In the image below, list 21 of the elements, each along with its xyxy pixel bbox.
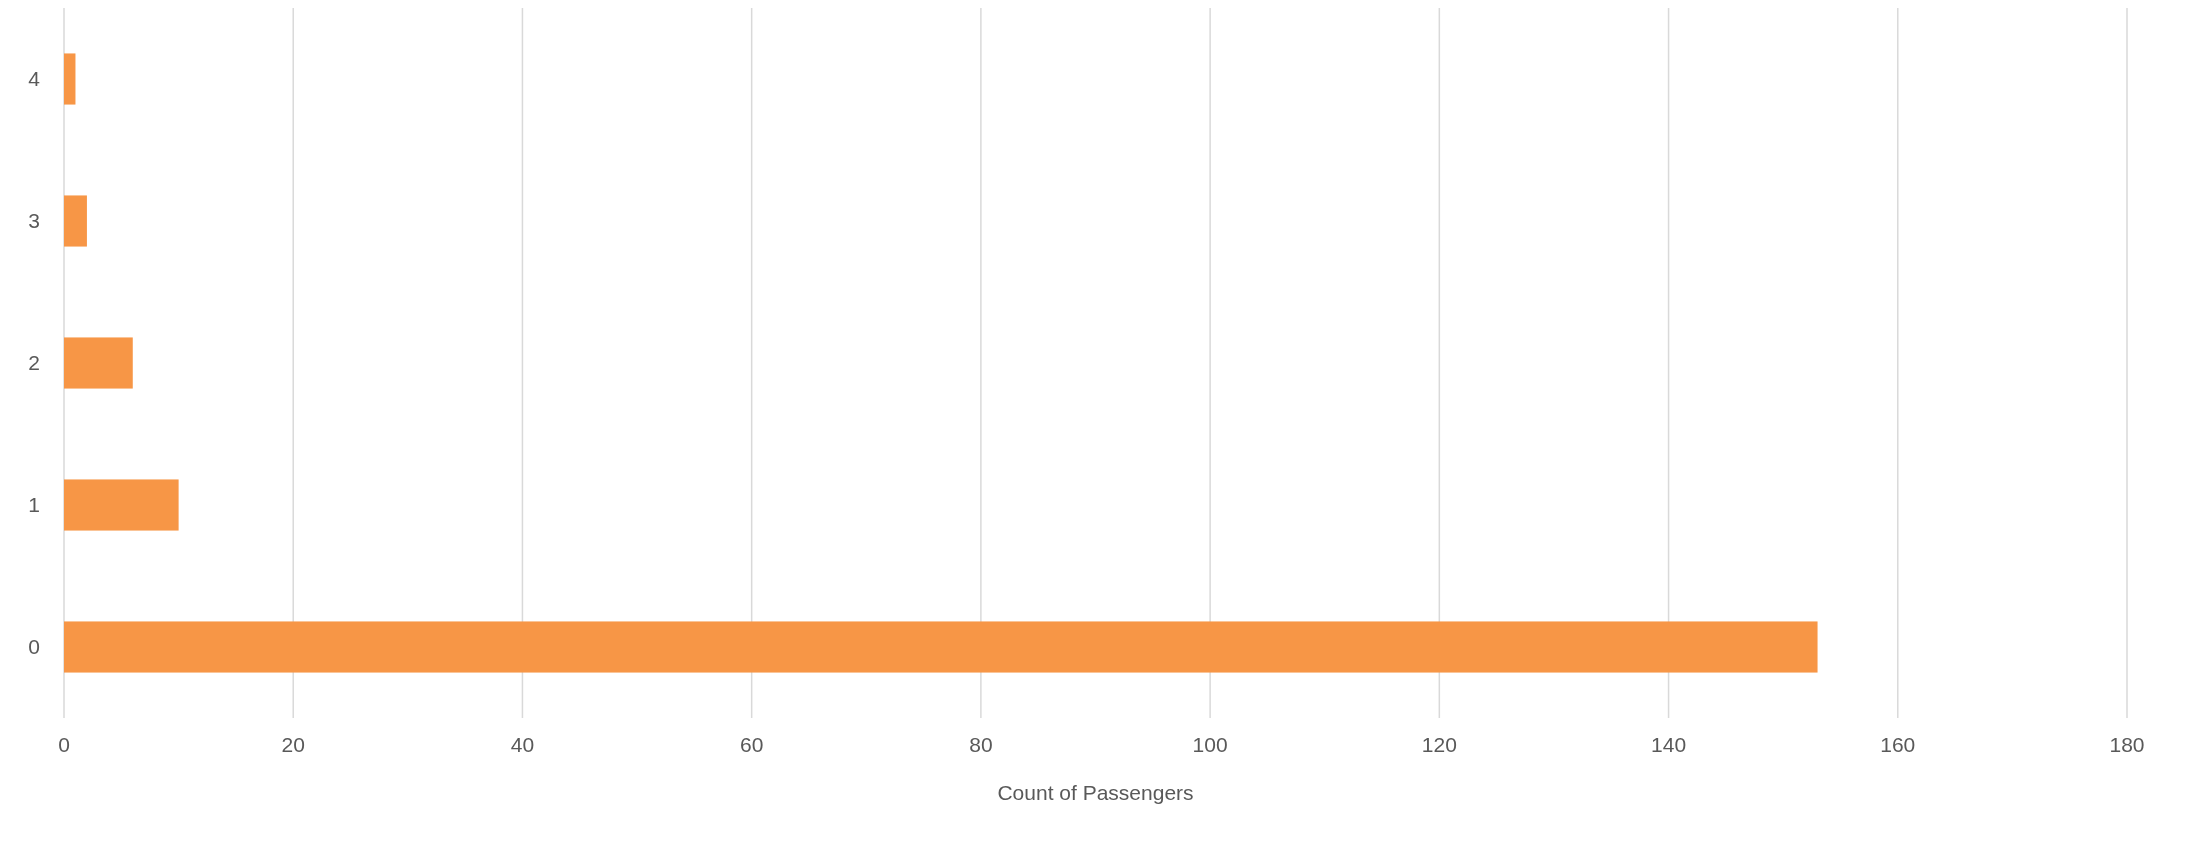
x-tick-label: 0 <box>58 733 70 756</box>
bar <box>64 479 179 531</box>
x-tick-label: 80 <box>969 733 993 756</box>
y-tick-label: 0 <box>28 635 40 659</box>
x-tick-label: 60 <box>739 733 764 756</box>
y-tick-label: 1 <box>28 493 40 517</box>
x-tick-label: 20 <box>281 733 305 756</box>
y-tick-label: 2 <box>28 351 40 375</box>
bar <box>64 195 87 247</box>
x-tick-label: 120 <box>1421 733 1457 756</box>
x-tick-label: 100 <box>1192 733 1228 756</box>
y-tick-label: 4 <box>28 67 41 91</box>
x-tick-label: 140 <box>1651 733 1687 756</box>
bar <box>64 53 76 105</box>
bar <box>64 621 1818 673</box>
y-tick-label: 3 <box>28 209 40 233</box>
x-tick-label: 180 <box>2109 733 2145 756</box>
x-tick-label: 40 <box>510 733 535 756</box>
x-tick-label: 160 <box>1880 733 1916 756</box>
x-axis-title: Count of Passengers <box>997 781 1194 804</box>
bar <box>64 337 133 389</box>
